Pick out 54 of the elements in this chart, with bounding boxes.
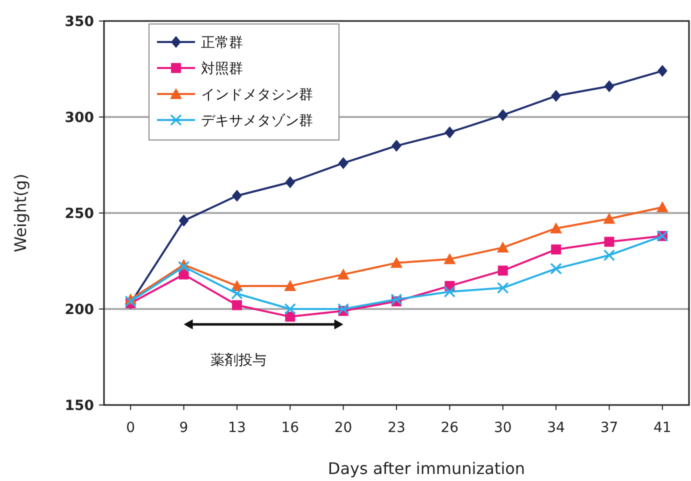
point	[603, 249, 616, 262]
x-tick-label: 23	[388, 420, 406, 436]
point	[444, 286, 456, 298]
legend-label: デキサメタゾン群	[201, 113, 313, 129]
legend-label: インドメタシン群	[201, 87, 313, 103]
legend-label: 正常群	[201, 35, 243, 51]
point	[232, 190, 242, 202]
point	[231, 288, 243, 300]
legend-label: 対照群	[201, 61, 243, 77]
point	[392, 140, 402, 152]
point	[604, 80, 614, 92]
y-tick-label: 350	[64, 14, 94, 30]
point	[496, 242, 509, 253]
point	[604, 236, 614, 247]
point	[285, 176, 296, 188]
point	[550, 222, 562, 234]
point	[178, 260, 190, 273]
x-axis-title: Days after immunization	[328, 459, 526, 478]
y-tick-label: 300	[64, 110, 94, 126]
x-tick-label: 37	[600, 420, 618, 436]
point	[284, 280, 296, 291]
x-tick-label: 34	[547, 420, 566, 436]
point	[656, 201, 668, 212]
point	[284, 303, 296, 315]
point	[603, 212, 616, 224]
annotation: 薬剤投与	[210, 352, 267, 368]
x-tick-label: 0	[126, 420, 136, 436]
y-tick-label: 250	[64, 206, 94, 222]
x-tick-label: 26	[440, 420, 459, 436]
x-tick-label: 30	[494, 420, 512, 436]
point	[498, 266, 508, 276]
point	[550, 262, 562, 275]
point	[338, 157, 348, 170]
point	[444, 253, 456, 264]
point	[496, 282, 509, 294]
x-tick-label: 16	[281, 420, 300, 436]
point	[551, 90, 562, 102]
x-tick-label: 20	[334, 420, 352, 436]
x-tick-label: 13	[228, 420, 246, 436]
x-tick-label: 9	[179, 420, 188, 436]
point	[337, 303, 350, 315]
point	[178, 214, 189, 227]
y-axis-title: Weight(g)	[11, 174, 30, 252]
point	[337, 268, 350, 280]
x-tick-label: 41	[653, 420, 672, 436]
y-tick-label: 150	[64, 398, 94, 414]
point	[444, 126, 455, 138]
point	[390, 256, 402, 268]
y-tick-label: 200	[64, 302, 94, 318]
point	[232, 300, 242, 310]
point	[498, 109, 508, 122]
point	[390, 294, 402, 306]
point	[657, 64, 668, 77]
point	[551, 244, 562, 254]
